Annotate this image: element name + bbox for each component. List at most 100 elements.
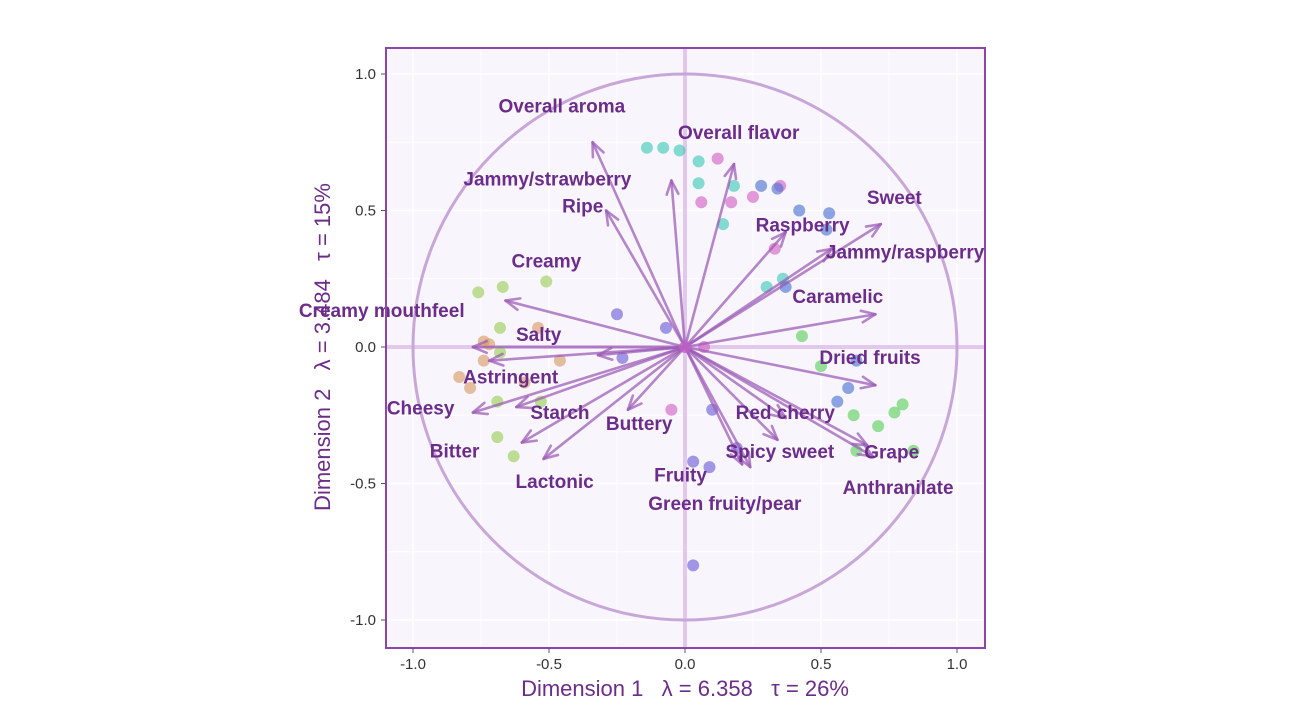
variable-arrow <box>683 345 752 469</box>
observation-point <box>692 177 705 190</box>
x-axis-title: Dimension 1 λ = 6.358 τ = 26% <box>521 676 849 701</box>
variable-label: Jammy/strawberry <box>463 169 631 190</box>
observation-point <box>823 207 836 220</box>
observation-point <box>793 204 806 217</box>
variable-label: Dried fruits <box>819 348 920 369</box>
observation-point <box>687 455 700 468</box>
observation-point <box>611 308 623 321</box>
axis-ticks: -1.0 -0.5 0.0 0.5 1.0 1.0 0.5 0.0 -0.5 -1.0 <box>350 66 967 673</box>
observation-point <box>711 152 724 165</box>
y-axis-title: Dimension 2 λ = 3.484 τ = 15% <box>310 183 335 511</box>
variable-label: Overall aroma <box>499 96 626 117</box>
variable-arrow <box>520 345 687 444</box>
observation-point <box>659 321 672 334</box>
variable-label: Ripe <box>562 197 603 218</box>
observation-point <box>717 218 730 231</box>
unit-circle <box>411 72 959 622</box>
variable-label: Spicy sweet <box>725 442 834 463</box>
variable-arrow <box>471 345 687 416</box>
observation-point <box>727 179 740 192</box>
correlation-circle <box>411 72 959 622</box>
variable-arrow <box>683 231 787 349</box>
variable-label: Grape <box>864 442 919 463</box>
observation-point <box>703 461 716 474</box>
observation-point <box>665 403 678 416</box>
variable-arrow <box>683 345 874 458</box>
variable-label: Anthranilate <box>843 478 954 499</box>
observation-point <box>747 190 759 203</box>
observation-point <box>831 395 844 408</box>
x-tick-label: 0.0 <box>675 656 696 673</box>
observation-point <box>820 223 833 236</box>
observation-point <box>779 280 792 293</box>
observation-point <box>847 409 860 422</box>
observation-point <box>695 196 708 209</box>
variable-label: Sweet <box>867 188 923 209</box>
variable-label: Astringent <box>463 368 559 389</box>
y-tick-label: -1.0 <box>350 612 376 629</box>
y-tick-label: 0.5 <box>355 203 376 220</box>
variable-arrow <box>504 297 687 349</box>
variable-arrow <box>683 309 877 349</box>
variable-arrow <box>683 345 787 420</box>
variable-label: Green fruity/pear <box>648 494 802 515</box>
observation-point <box>483 338 496 351</box>
x-tick-label: -0.5 <box>536 656 562 673</box>
x-tick-label: -1.0 <box>400 656 426 673</box>
x-tick-label: 1.0 <box>947 656 968 673</box>
observation-point <box>888 406 901 419</box>
variable-arrow <box>542 345 687 461</box>
observation-point <box>532 321 545 334</box>
observation-point <box>553 354 566 367</box>
variable-label: Red cherry <box>736 403 836 424</box>
observation-point <box>687 559 700 572</box>
variable-label: Starch <box>530 403 589 424</box>
variable-arrows <box>471 140 883 469</box>
variable-label: Bitter <box>430 442 480 463</box>
variable-arrow <box>591 140 687 349</box>
y-tick-label: -0.5 <box>350 476 376 493</box>
observation-point <box>815 360 827 373</box>
variable-arrow <box>626 345 687 412</box>
observation-point <box>540 275 553 288</box>
observation-point <box>477 354 490 367</box>
y-tick-label: 0.0 <box>355 339 376 356</box>
observation-point <box>491 431 504 444</box>
observation-point <box>771 182 784 195</box>
observation-point <box>518 376 531 389</box>
variable-arrow <box>487 345 687 367</box>
observation-point <box>496 280 509 293</box>
observation-point <box>795 330 808 343</box>
variable-label: Overall flavor <box>678 123 800 144</box>
variable-arrow <box>683 345 779 442</box>
origin-point <box>679 341 691 353</box>
variable-label: Cheesy <box>387 399 455 420</box>
variable-label: Lactonic <box>516 472 595 493</box>
observation-point <box>464 381 477 394</box>
observation-point <box>472 286 485 299</box>
observation-point <box>755 179 768 192</box>
variable-arrow <box>683 247 834 349</box>
observation-point <box>616 351 629 364</box>
observation-point <box>907 444 920 457</box>
observation-point <box>453 371 466 384</box>
variable-arrow <box>665 179 687 349</box>
observation-point <box>842 381 855 394</box>
variable-arrow <box>683 162 738 349</box>
variable-label: Buttery <box>606 414 673 435</box>
observation-point <box>673 144 686 157</box>
variable-label: Raspberry <box>756 215 850 236</box>
variable-arrow <box>471 339 687 355</box>
observation-point <box>640 141 653 154</box>
variable-label: Creamy <box>511 252 581 273</box>
y-tick-label: 1.0 <box>355 66 376 83</box>
observation-point <box>850 354 863 367</box>
observation-point <box>657 141 670 154</box>
x-tick-label: 0.5 <box>811 656 832 673</box>
observation-point <box>896 398 909 411</box>
variable-label: Fruity <box>654 465 707 486</box>
variable-label: Caramelic <box>792 287 883 308</box>
observation-point <box>768 242 781 255</box>
observation-point <box>692 155 705 168</box>
